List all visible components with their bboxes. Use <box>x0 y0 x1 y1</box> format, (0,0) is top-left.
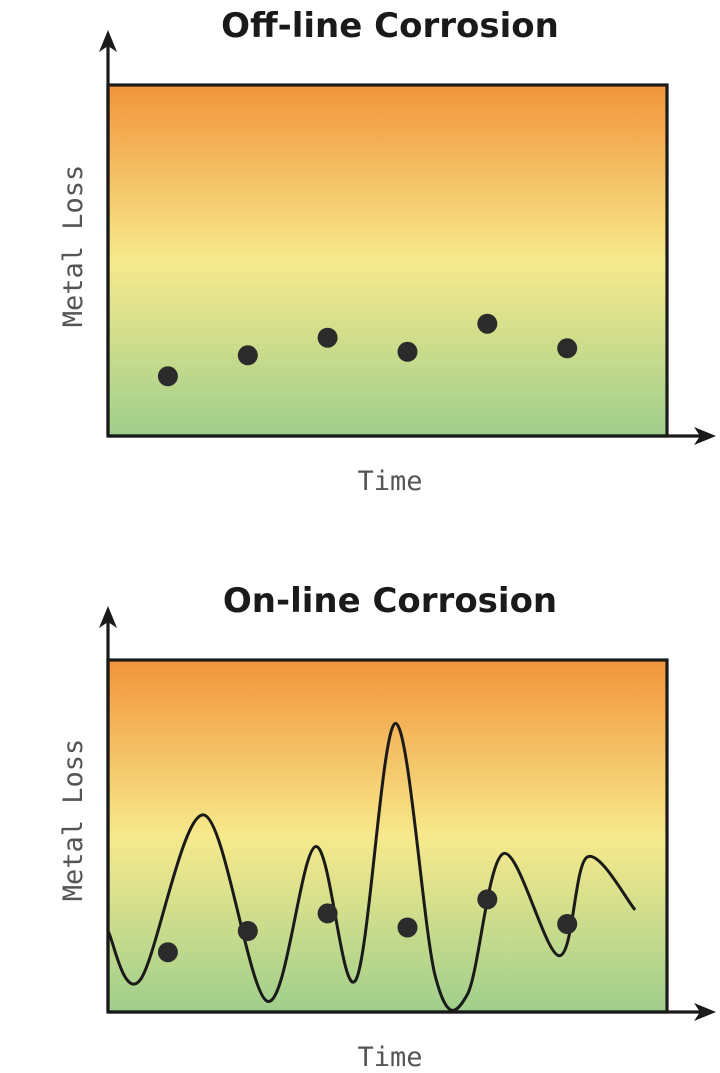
data-point <box>317 903 338 924</box>
y-axis-arrow <box>99 606 117 628</box>
data-point <box>157 366 178 387</box>
plot-background <box>108 660 667 1012</box>
data-points <box>157 889 578 963</box>
data-point <box>237 921 258 941</box>
data-point <box>477 889 498 910</box>
data-points <box>157 313 578 387</box>
data-point <box>237 345 258 366</box>
plot-background <box>108 85 667 436</box>
x-axis-label: Time <box>357 466 422 497</box>
data-point <box>557 338 578 359</box>
data-point <box>557 914 578 934</box>
chart-title: Off-line Corrosion <box>221 6 559 46</box>
x-axis-arrow <box>694 1003 716 1021</box>
y-axis-label: Metal Loss <box>58 165 89 328</box>
chart-title: On-line Corrosion <box>223 581 557 621</box>
data-point <box>477 313 498 334</box>
data-point <box>317 327 338 348</box>
x-axis-arrow <box>694 427 716 445</box>
data-point <box>397 341 418 362</box>
online-corrosion-chart: On-line Corrosion Metal Loss Time <box>58 581 716 1073</box>
curve-layer <box>106 721 637 1012</box>
data-point <box>157 942 178 963</box>
y-axis-arrow <box>99 30 117 52</box>
series-line <box>106 721 637 1012</box>
data-point <box>397 917 418 938</box>
y-axis-label: Metal Loss <box>58 739 89 902</box>
offline-corrosion-chart: Off-line Corrosion Metal Loss Time <box>58 6 716 497</box>
x-axis-label: Time <box>357 1042 422 1073</box>
